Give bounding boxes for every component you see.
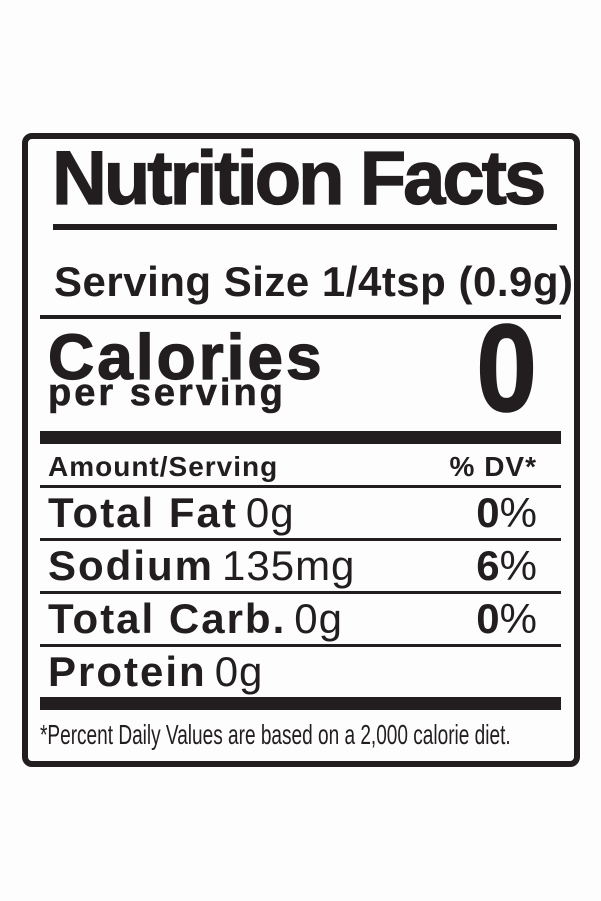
nutrient-name: Sodium [48,542,214,589]
nutrient-text: Total Carb. 0g [48,594,343,644]
nutrient-dv: 6% [476,542,537,589]
nutrient-text: Total Fat 0g [48,488,295,538]
calories-text-block: Calories per serving [47,321,537,414]
calories-subtitle: per serving [48,372,286,414]
nutrient-name: Total Fat [48,489,238,536]
nutrient-row-total-carb: Total Carb. 0g 0% [40,594,561,644]
label-title: Nutrition Facts [51,136,546,221]
nutrient-text: Sodium 135mg [48,541,355,591]
table-header: Amount/Serving % DV* [40,444,561,481]
column-dv: % DV* [449,451,537,482]
nutrient-row-sodium: Sodium 135mg 6% [40,541,561,591]
nutrient-amount: 0g [245,489,295,536]
nutrient-amount: 0g [294,595,343,642]
divider-above-calories [40,315,561,319]
nutrient-text: Protein 0g [48,647,263,697]
calories-section: Calories per serving 0 [40,306,561,432]
serving-size: Serving Size 1/4tsp (0.9g) [54,258,574,305]
nutrient-amount: 135mg [222,542,356,589]
row-divider [40,644,561,647]
nutrient-amount: 0g [214,648,264,695]
nutrient-dv: 0% [476,489,537,536]
calories-value: 0 [476,300,538,438]
row-divider [40,591,561,594]
footnote: *Percent Daily Values are based on a 2,0… [40,719,511,750]
nutrient-dv: 0% [476,595,537,642]
column-amount-serving: Amount/Serving [48,451,279,482]
row-divider [40,538,561,541]
title-underline [53,224,557,230]
nutrient-name: Total Carb. [48,595,287,642]
nutrient-row-protein: Protein 0g [40,647,561,697]
nutrient-name: Protein [48,648,207,695]
header-divider [40,485,561,488]
separator-bar-top [40,431,561,444]
nutrient-row-total-fat: Total Fat 0g 0% [40,488,561,538]
separator-bar-bottom [40,697,561,710]
nutrition-label: Nutrition Facts Serving Size 1/4tsp (0.9… [22,133,580,767]
calories-label: Calories [47,321,325,393]
